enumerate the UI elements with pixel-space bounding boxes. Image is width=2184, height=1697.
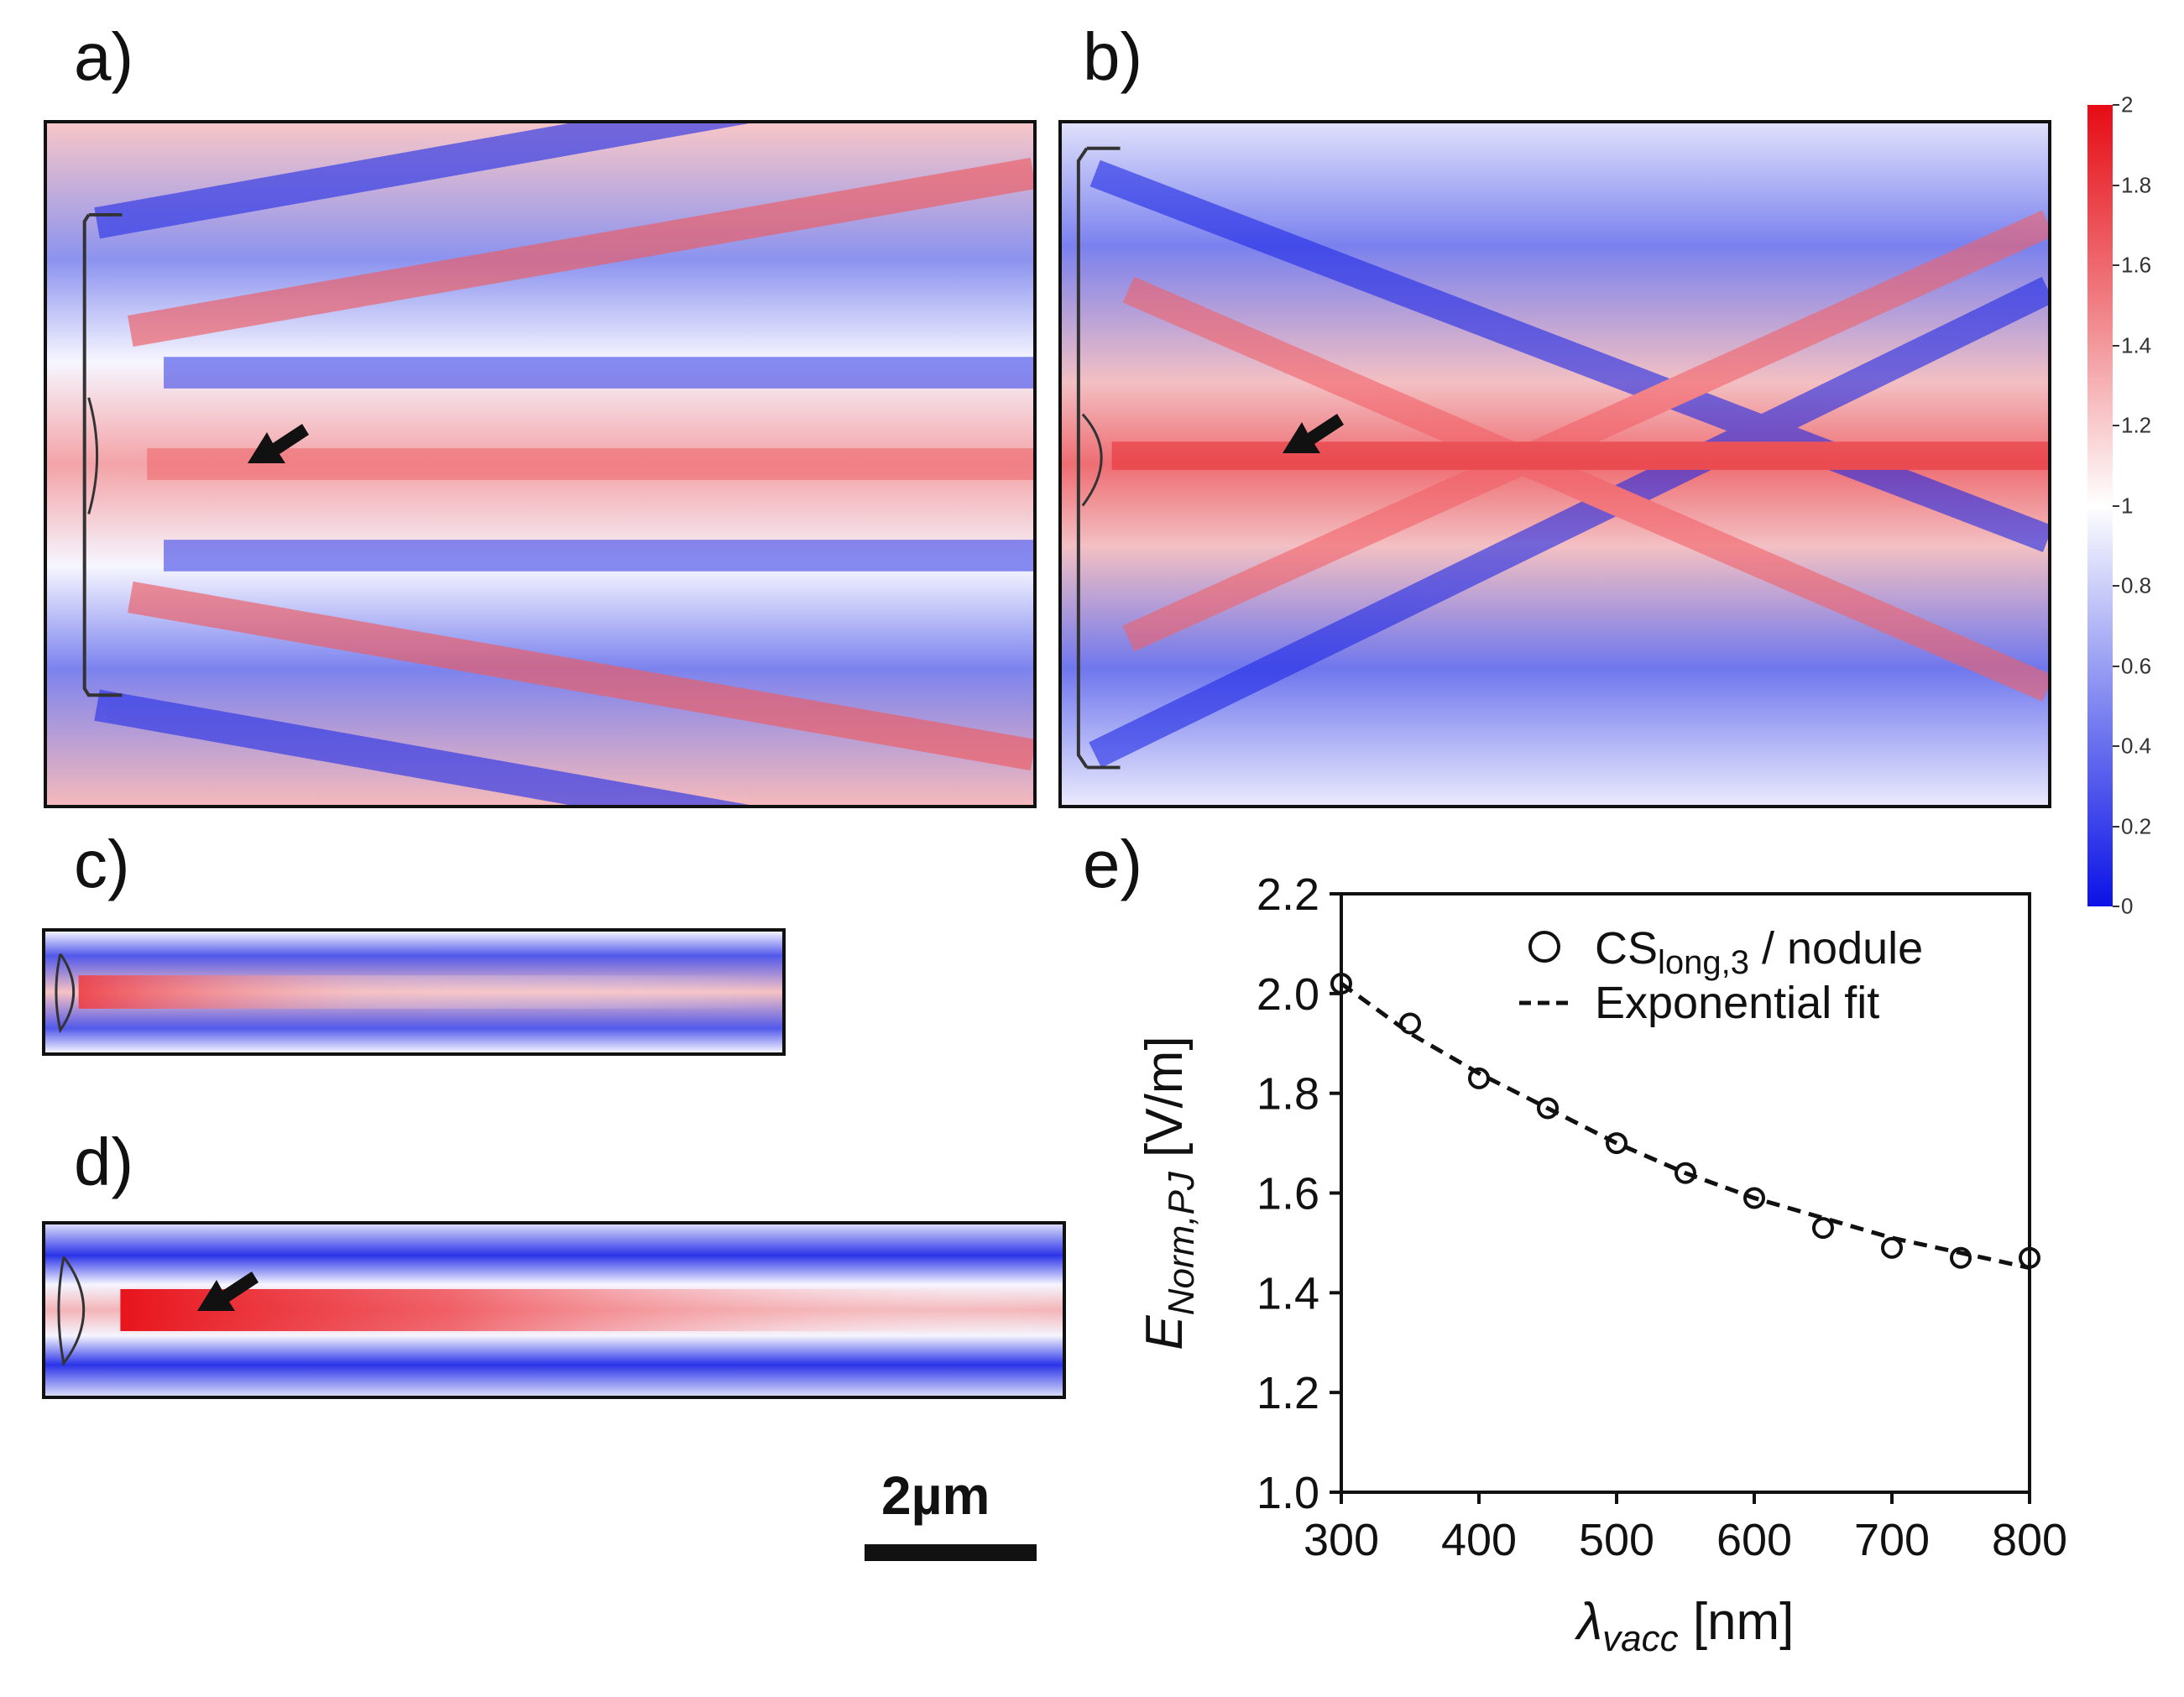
colorbar-tick-mark	[2113, 184, 2119, 186]
x-tick-label: 400	[1441, 1515, 1517, 1565]
data-point	[1330, 972, 1352, 995]
arrow-icon	[1283, 414, 1344, 453]
y-axis-label: ENorm,PJ [V/m]	[1136, 1036, 1202, 1350]
colorbar-tick-label: 1.4	[2121, 332, 2152, 358]
scale-bar	[865, 1544, 1037, 1561]
data-point	[1881, 1236, 1903, 1259]
panel-label-c: c)	[74, 827, 130, 901]
panel-label-e: e)	[1083, 827, 1143, 901]
y-tick-label: 1.8	[1257, 1069, 1319, 1120]
data-point	[1812, 1217, 1834, 1240]
colorbar-tick-mark	[2113, 665, 2119, 667]
colorbar-tick-label: 0.2	[2121, 813, 2152, 838]
colorbar-tick-label: 0	[2121, 893, 2134, 919]
colorbar-tick-mark	[2113, 425, 2119, 426]
x-tick-label: 600	[1716, 1515, 1792, 1565]
fit-line	[1340, 981, 2030, 1271]
colorbar-tick-mark	[2113, 264, 2119, 266]
legend-label-fit: Exponential fit	[1595, 978, 1879, 1028]
legend-marker-points	[1528, 931, 1560, 963]
colorbar-tick-mark	[2113, 585, 2119, 587]
colorbar-tick-label: 0.8	[2121, 572, 2152, 598]
y-tick-label: 1.2	[1257, 1368, 1319, 1418]
data-point	[1537, 1097, 1559, 1120]
colorbar-tick-mark	[2113, 504, 2119, 507]
colorbar-tick-label: 1.2	[2121, 412, 2152, 438]
colorbar-tick-mark	[2113, 104, 2119, 106]
y-tick-label: 1.0	[1257, 1468, 1319, 1518]
panel-label-b: b)	[1083, 19, 1143, 94]
y-tick-label: 1.6	[1257, 1169, 1319, 1219]
x-tick-label: 300	[1304, 1515, 1379, 1565]
data-point	[1743, 1187, 1765, 1209]
data-point	[1950, 1246, 1972, 1269]
field-map-c	[42, 928, 786, 1056]
data-point	[1606, 1132, 1628, 1155]
x-tick-label: 700	[1854, 1515, 1930, 1565]
scale-bar-label: 2µm	[881, 1465, 990, 1526]
legend-label-points: CSlong,3 / nodule	[1595, 923, 1923, 981]
data-point	[1675, 1162, 1696, 1184]
data-point	[1468, 1067, 1490, 1089]
colorbar-tick-mark	[2113, 344, 2119, 347]
arrow-icon	[248, 424, 309, 463]
field-map-b	[1058, 120, 2051, 808]
colorbar-tick-mark	[2113, 906, 2119, 907]
y-tick-label: 1.4	[1257, 1268, 1319, 1318]
data-point	[2019, 1246, 2040, 1269]
y-tick-label: 2.0	[1257, 969, 1319, 1020]
y-tick-label: 2.2	[1257, 869, 1319, 920]
field-map-a	[44, 120, 1037, 808]
x-tick-label: 500	[1579, 1515, 1654, 1565]
colorbar-tick-label: 1.6	[2121, 252, 2152, 278]
colorbar-tick-mark	[2113, 825, 2119, 828]
panel-label-a: a)	[74, 19, 134, 94]
colorbar	[2087, 105, 2113, 906]
colorbar-tick-label: 1.8	[2121, 172, 2152, 197]
panel-label-d: d)	[74, 1125, 134, 1199]
colorbar-tick-mark	[2113, 745, 2119, 747]
colorbar-tick-label: 2	[2121, 91, 2134, 117]
colorbar-tick-label: 0.4	[2121, 733, 2152, 759]
colorbar-tick-label: 1	[2121, 493, 2134, 518]
data-point	[1399, 1012, 1421, 1035]
x-tick-label: 800	[1992, 1515, 2067, 1565]
arrow-icon	[197, 1271, 259, 1311]
x-axis-label: λvacc [nm]	[1575, 1593, 1795, 1659]
colorbar-tick-label: 0.6	[2121, 653, 2152, 678]
